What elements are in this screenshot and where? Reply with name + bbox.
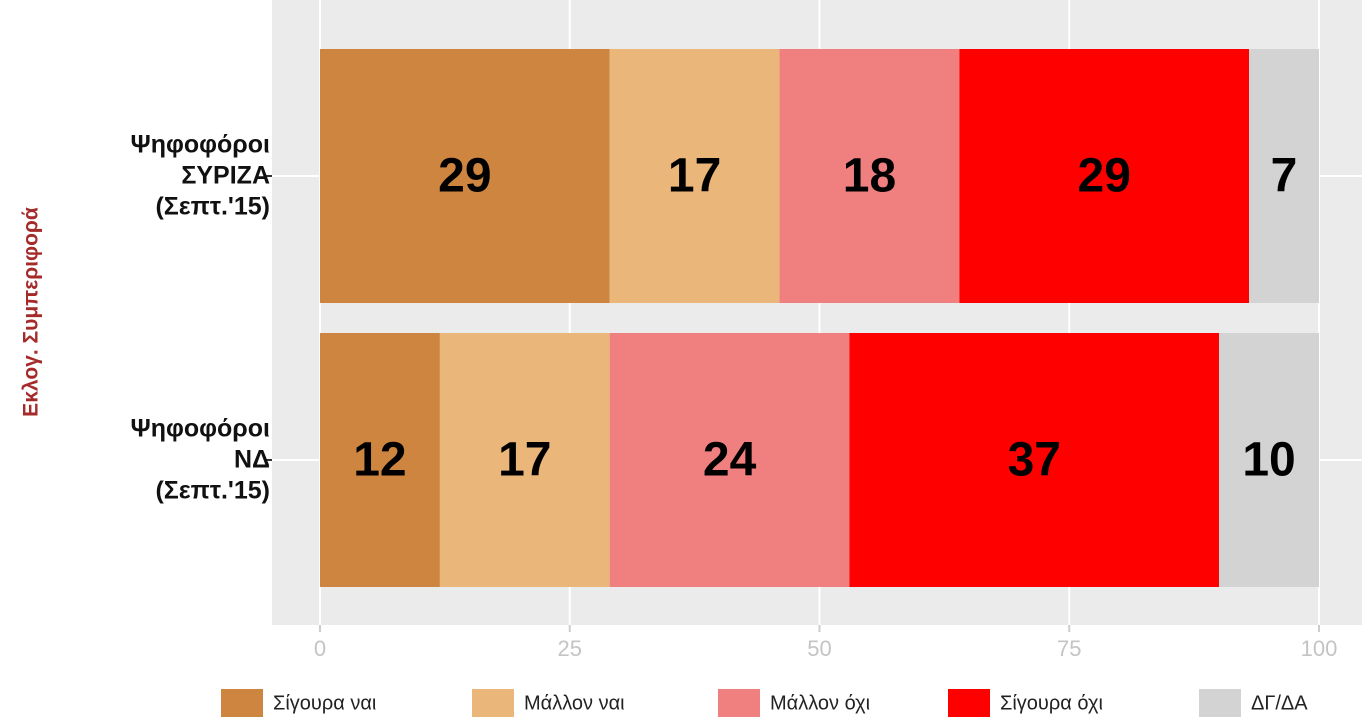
data-label: 12 (353, 434, 406, 487)
bar-segment (609, 49, 780, 303)
data-label: 17 (498, 434, 551, 487)
data-label: 24 (703, 434, 757, 487)
legend-key (1199, 689, 1241, 717)
x-tick-label: 25 (558, 636, 582, 661)
x-tick-label: 50 (807, 636, 831, 661)
data-label: 29 (438, 150, 491, 203)
bar-segment (849, 333, 1220, 587)
legend-key (221, 689, 263, 717)
bar-segment (439, 333, 610, 587)
y-tick-label: Ψηφοφόροι ΝΔ (Σεπτ.'15) (130, 414, 271, 505)
x-tick-label: 100 (1301, 636, 1338, 661)
legend-label: Σίγουρα όχι (1000, 692, 1103, 714)
data-label: 10 (1242, 434, 1295, 487)
bar-segment (320, 333, 440, 587)
legend-label: Σίγουρα ναι (273, 692, 376, 714)
data-label: 17 (668, 150, 721, 203)
bar-segment (1249, 49, 1319, 303)
legend-label: Μάλλον ναι (524, 692, 625, 714)
legend-key (718, 689, 760, 717)
bar-segment (959, 49, 1250, 303)
legend-key (472, 689, 514, 717)
y-tick-label: Ψηφοφόροι ΣΥΡΙΖΑ (Σεπτ.'15) (130, 130, 271, 221)
data-label: 37 (1008, 434, 1061, 487)
y-axis-label: Εκλογ. Συμπεριφορά (20, 207, 43, 417)
legend-key (948, 689, 990, 717)
data-label: 7 (1271, 150, 1298, 203)
bar-segment (609, 333, 850, 587)
x-tick-label: 75 (1057, 636, 1081, 661)
legend-label: Μάλλον όχι (770, 692, 870, 714)
bar-segment (320, 49, 610, 303)
bar-segment (1219, 333, 1319, 587)
bar-segment (779, 49, 960, 303)
legend-label: ΔΓ/ΔΑ (1251, 692, 1308, 714)
x-tick-label: 0 (314, 636, 326, 661)
data-label: 18 (843, 150, 896, 203)
data-label: 29 (1078, 150, 1131, 203)
